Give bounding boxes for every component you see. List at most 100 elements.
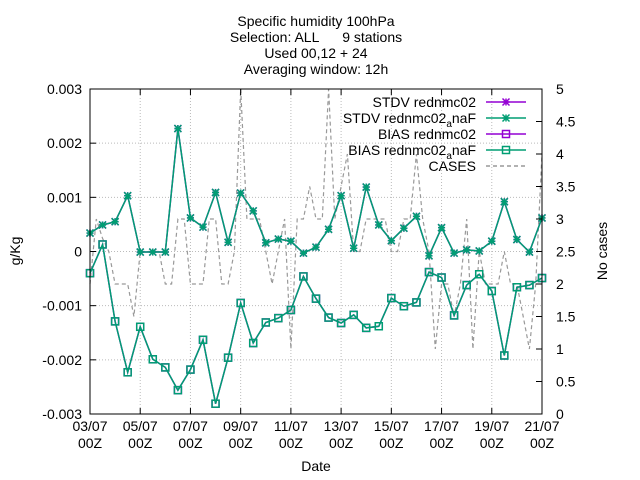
data-point-3-35	[525, 280, 534, 290]
data-point-1-27	[424, 251, 434, 260]
legend-entry-1: STDV rednmc02anaF	[343, 110, 526, 130]
x-tick-label: 07/07	[173, 418, 208, 434]
data-point-3-24	[387, 293, 396, 303]
data-point-1-22	[362, 183, 371, 192]
x-tick-label: 13/07	[324, 418, 359, 434]
data-point-3-19	[324, 313, 333, 322]
data-point-1-6	[161, 248, 170, 257]
legend-marker	[501, 145, 511, 155]
y2-axis-ticks: 0 0.5 1 1.5 2 2.5 3 3.5 4 4.5 5	[536, 81, 576, 422]
data-point-1-10	[211, 188, 220, 197]
data-point-3-3	[123, 368, 132, 377]
data-point-3-8	[186, 365, 195, 374]
data-point-1-1	[98, 220, 107, 229]
x-tick-label-hour: 00Z	[178, 435, 203, 451]
y2-tick-label: 1	[556, 341, 564, 357]
legend-marker	[501, 129, 511, 139]
y-tick-label: -0.002	[42, 352, 82, 368]
legend-entry-2: BIAS rednmc02	[378, 126, 526, 142]
legend-entry-0: STDV rednmc02	[373, 94, 526, 110]
x-tick-label: 15/07	[374, 418, 409, 434]
data-point-3-5	[148, 355, 158, 364]
chart-title-line-4: Averaging window: 12h	[244, 61, 389, 77]
chart-title: Specific humidity 100hPa Selection: ALL …	[230, 13, 402, 77]
y2-tick-label: 4	[556, 146, 564, 162]
data-point-1-18	[311, 243, 321, 252]
data-point-1-21	[349, 244, 358, 253]
data-point-1-17	[299, 249, 308, 258]
data-point-1-15	[274, 235, 283, 244]
data-point-3-7	[173, 385, 183, 395]
data-point-3-6	[161, 363, 170, 372]
data-point-1-31	[475, 246, 484, 255]
data-point-1-12	[236, 188, 245, 198]
chart-title-line-1: Specific humidity 100hPa	[237, 13, 394, 29]
data-point-1-20	[337, 191, 346, 200]
data-point-3-31	[474, 270, 484, 279]
legend-label: STDV rednmc02anaF	[343, 110, 476, 130]
data-point-1-29	[450, 249, 459, 258]
y-tick-label: 0.002	[47, 135, 82, 151]
x-tick-label-hour: 00Z	[128, 435, 153, 451]
data-point-1-7	[173, 124, 182, 133]
data-point-1-32	[487, 237, 496, 246]
y-axis-ticks: 0.003 0.002 0.001 0 -0.001 -0.002 -0.003	[42, 81, 96, 422]
data-point-1-14	[261, 238, 270, 247]
y2-tick-label: 2	[556, 276, 564, 292]
y-axis-label: g/Kg	[7, 237, 23, 266]
data-point-1-23	[374, 220, 383, 229]
series-line-3	[89, 241, 543, 404]
y2-tick-label: 3.5	[556, 179, 576, 195]
data-point-1-13	[249, 206, 258, 215]
x-axis-ticks: 03/0700Z05/0700Z07/0700Z09/0700Z11/0700Z…	[72, 89, 560, 451]
data-point-3-4	[135, 322, 145, 332]
x-tick-label-hour: 00Z	[329, 435, 354, 451]
y-tick-label: 0.001	[47, 189, 82, 205]
y-tick-label: 0.003	[47, 81, 82, 97]
data-point-3-23	[374, 322, 384, 331]
data-point-3-30	[462, 280, 471, 290]
data-point-3-14	[261, 318, 271, 327]
data-point-3-26	[412, 298, 421, 307]
data-point-3-34	[512, 283, 522, 292]
legend-label: STDV rednmc02	[373, 94, 477, 110]
data-point-3-11	[223, 353, 233, 362]
data-point-3-21	[349, 310, 358, 320]
data-point-1-34	[512, 235, 521, 244]
data-point-1-35	[525, 248, 534, 257]
x-tick-label: 21/07	[524, 418, 559, 434]
data-point-3-10	[211, 399, 220, 408]
data-point-3-29	[449, 311, 459, 320]
data-point-1-9	[198, 223, 208, 232]
y2-tick-label: 4.5	[556, 114, 576, 130]
legend-label: BIAS rednmc02anaF	[348, 142, 476, 162]
x-tick-label-hour: 00Z	[78, 435, 103, 451]
chart-title-line-2: Selection: ALL 9 stations	[230, 29, 402, 45]
data-point-3-12	[236, 298, 245, 308]
data-point-1-19	[324, 225, 333, 234]
data-point-3-32	[487, 286, 497, 296]
legend-label: BIAS rednmc02	[378, 126, 476, 142]
data-point-1-3	[123, 191, 132, 200]
y2-tick-label: 3	[556, 211, 564, 227]
data-point-3-22	[361, 323, 371, 333]
y-tick-label: 0	[74, 244, 82, 260]
chart-title-line-3: Used 00,12 + 24	[264, 45, 367, 61]
x-tick-label-hour: 00Z	[429, 435, 454, 451]
x-tick-label: 09/07	[223, 418, 258, 434]
y2-tick-label: 5	[556, 81, 564, 97]
data-point-3-25	[399, 301, 409, 311]
data-point-1-30	[462, 245, 471, 254]
x-tick-label-hour: 00Z	[530, 435, 555, 451]
y2-tick-label: 1.5	[556, 309, 576, 325]
data-point-3-13	[248, 338, 258, 348]
x-tick-label: 05/07	[123, 418, 158, 434]
data-point-3-27	[424, 267, 434, 277]
x-tick-label: 11/07	[274, 418, 308, 434]
data-point-1-33	[500, 197, 509, 206]
data-point-1-11	[224, 238, 233, 247]
data-point-1-2	[111, 217, 120, 226]
data-point-3-28	[437, 273, 446, 282]
